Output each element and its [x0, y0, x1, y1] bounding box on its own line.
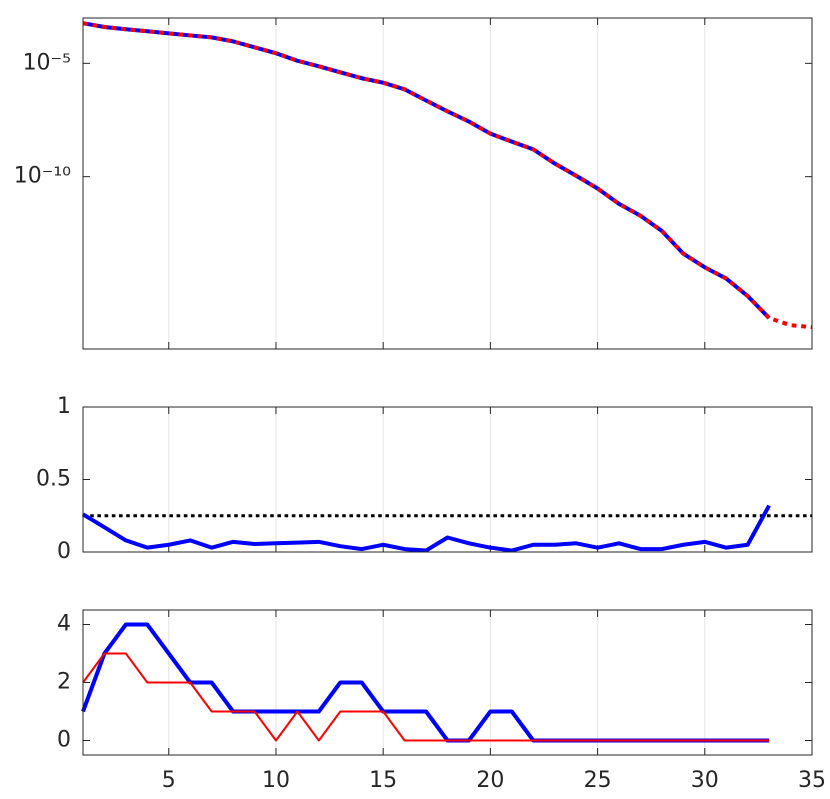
x-tick-label: 15 — [369, 768, 397, 793]
y-tick-label: 0 — [57, 728, 71, 753]
line-series — [81, 504, 771, 553]
axes-box — [82, 609, 813, 756]
y-tick-label: 10⁻⁵ — [23, 50, 71, 75]
y-tick-label: 10⁻¹⁰ — [14, 164, 71, 189]
axes-box — [82, 17, 813, 350]
axes-box — [82, 406, 813, 553]
y-tick-label: 2 — [57, 670, 71, 695]
line-series — [82, 21, 813, 330]
x-tick-label: 25 — [584, 768, 612, 793]
x-tick-label: 5 — [162, 768, 176, 793]
x-tick-label: 35 — [798, 768, 826, 793]
x-tick-label: 30 — [691, 768, 719, 793]
x-tick-label: 20 — [476, 768, 504, 793]
y-tick-label: 0 — [57, 539, 71, 564]
line-series — [82, 21, 771, 320]
y-tick-label: 1 — [57, 394, 71, 419]
y-tick-label: 0.5 — [36, 467, 71, 492]
x-tick-label: 10 — [262, 768, 290, 793]
line-series — [82, 652, 770, 742]
y-tick-label: 4 — [57, 612, 71, 637]
